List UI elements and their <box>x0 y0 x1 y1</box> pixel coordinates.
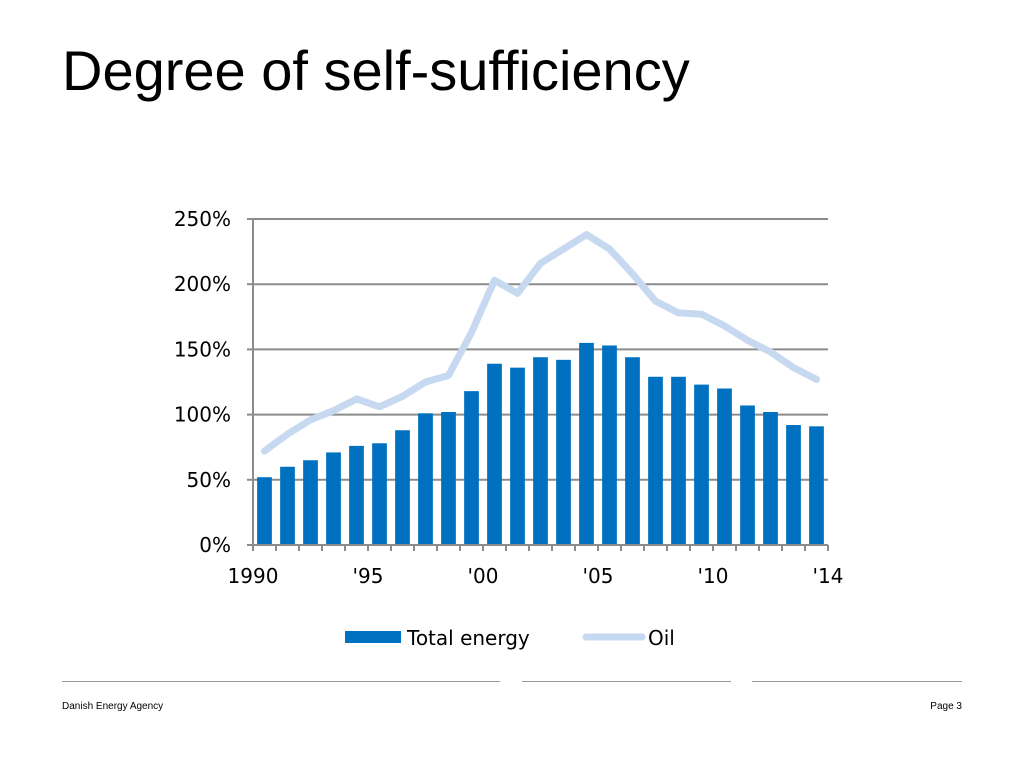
chart-legend: Total energy Oil <box>345 626 675 650</box>
y-tick-label: 100% <box>174 403 231 427</box>
bar-total-energy <box>671 376 686 545</box>
line-oil <box>261 231 820 455</box>
x-tick-label: '10 <box>698 564 729 588</box>
footer-page-number: Page 3 <box>930 701 962 712</box>
chart-axes <box>247 218 829 551</box>
legend-swatch-total-energy <box>345 631 401 643</box>
bar-total-energy <box>257 477 272 545</box>
bar-total-energy <box>625 357 640 545</box>
slide-title: Degree of self-sufficiency <box>62 39 690 102</box>
chart-tick-labels: 0% 50% 100% 150% 200% 250% 1990 '95 '00 '05 '10 '14 <box>174 207 844 588</box>
footer-organization: Danish Energy Agency <box>62 701 164 712</box>
bar-total-energy <box>556 359 571 545</box>
chart-line-series <box>261 231 820 455</box>
bar-total-energy <box>809 426 824 545</box>
bar-total-energy <box>717 388 732 545</box>
x-tick-label: '05 <box>583 564 614 588</box>
bar-total-energy <box>487 363 502 545</box>
bar-total-energy <box>372 443 387 545</box>
chart-bars <box>257 342 824 545</box>
footer-divider-right <box>752 681 962 682</box>
x-tick-label: '00 <box>468 564 499 588</box>
bar-total-energy <box>441 411 456 545</box>
bar-total-energy <box>740 405 755 545</box>
bar-total-energy <box>349 445 364 545</box>
footer-divider-left <box>62 681 500 682</box>
y-tick-label: 50% <box>187 468 231 492</box>
bar-total-energy <box>763 411 778 545</box>
y-tick-label: 200% <box>174 272 231 296</box>
bar-total-energy <box>280 466 295 545</box>
x-tick-label: '95 <box>353 564 384 588</box>
y-tick-label: 250% <box>174 207 231 231</box>
bar-total-energy <box>533 357 548 545</box>
bar-total-energy <box>694 384 709 545</box>
bar-total-energy <box>464 391 479 545</box>
bar-total-energy <box>579 342 594 545</box>
y-tick-label: 0% <box>199 533 231 557</box>
legend-label-oil: Oil <box>648 626 675 650</box>
bar-total-energy <box>303 460 318 545</box>
bar-total-energy <box>602 345 617 545</box>
x-tick-label: '14 <box>813 564 844 588</box>
bar-total-energy <box>418 413 433 545</box>
legend-label-total-energy: Total energy <box>406 626 530 650</box>
bar-total-energy <box>510 367 525 545</box>
footer-divider-middle <box>522 681 731 682</box>
bar-total-energy <box>326 452 341 545</box>
bar-total-energy <box>786 425 801 545</box>
bar-total-energy <box>648 376 663 545</box>
x-tick-label: 1990 <box>228 564 279 588</box>
bar-total-energy <box>395 430 410 545</box>
y-tick-label: 150% <box>174 337 231 361</box>
